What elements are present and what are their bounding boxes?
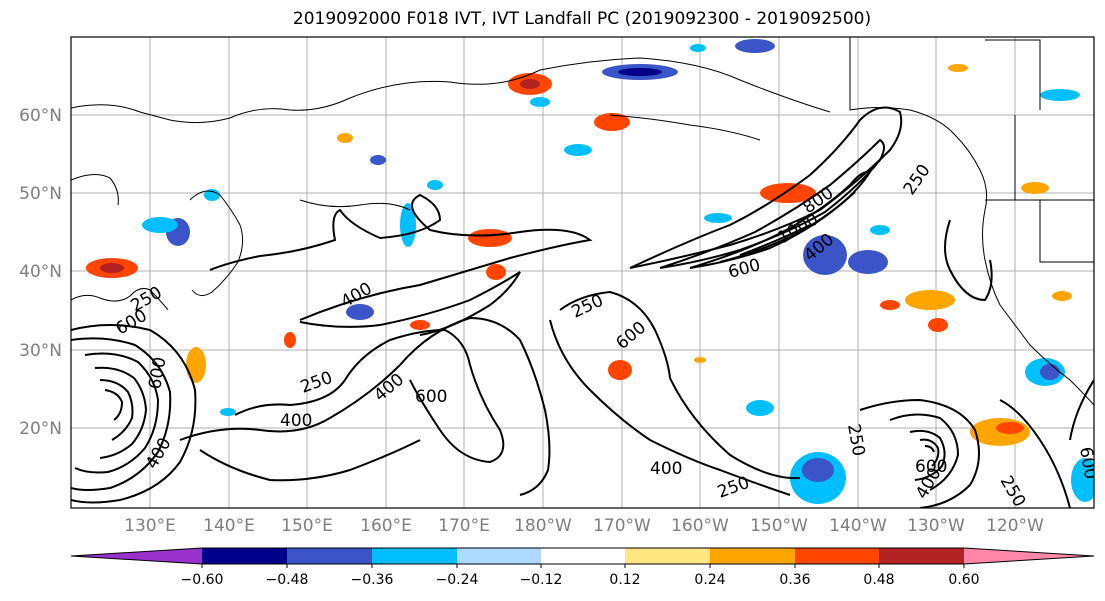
lon-label: 140°W	[829, 516, 887, 536]
colorbar-segment	[625, 548, 710, 564]
contour-label: 400	[650, 459, 682, 479]
contour-label: 600	[612, 318, 650, 354]
contour-label: 250	[569, 291, 607, 323]
contour-label: 250	[996, 473, 1030, 511]
lon-label: 120°W	[986, 516, 1044, 536]
colorbar-segment	[202, 548, 287, 564]
lon-label: 150°W	[750, 516, 808, 536]
lon-label: 160°E	[360, 516, 412, 536]
contour-label: 250	[843, 422, 868, 457]
lon-label: 130°E	[124, 516, 176, 536]
lon-label: 170°E	[438, 516, 490, 536]
contour-label: 600	[415, 387, 447, 407]
colorbar: −0.60 −0.48 −0.36 −0.24 −0.12 0.12 0.24 …	[70, 547, 1095, 588]
lon-label: 150°E	[281, 516, 333, 536]
contour-labels: 250 400 600 800 1000 250 400 600 250 400…	[113, 161, 1100, 511]
colorbar-tick-label: −0.24	[436, 572, 479, 588]
contour-label: 600	[1075, 445, 1100, 480]
anomaly-shading	[86, 39, 1094, 504]
lon-label: 130°W	[907, 516, 965, 536]
colorbar-segment	[710, 548, 795, 564]
colorbar-segment	[457, 548, 541, 564]
longitude-labels: 130°E 140°E 150°E 160°E 170°E 180°W 170°…	[124, 516, 1044, 536]
lat-label: 60°N	[19, 106, 62, 126]
contour-label: 250	[715, 473, 752, 503]
lon-label: 180°W	[514, 516, 572, 536]
colorbar-segment	[287, 548, 372, 564]
colorbar-tick-label: −0.48	[266, 572, 309, 588]
colorbar-tick-label: 0.60	[948, 572, 979, 588]
colorbar-tick-label: 0.36	[779, 572, 810, 588]
coastlines	[71, 57, 1094, 406]
colorbar-tick-label: −0.12	[520, 572, 563, 588]
plot-frame	[70, 36, 1095, 509]
colorbar-tick-label: 0.48	[863, 572, 894, 588]
contour-label: 400	[142, 434, 176, 472]
colorbar-segment	[879, 548, 964, 564]
map-title: 2019092000 F018 IVT, IVT Landfall PC (20…	[292, 9, 872, 29]
colorbar-segment	[795, 548, 879, 564]
colorbar-segment	[372, 548, 457, 564]
colorbar-tick-label: 0.24	[694, 572, 725, 588]
latitude-labels: 60°N 50°N 40°N 30°N 20°N	[19, 106, 62, 439]
contour-label: 400	[370, 370, 408, 406]
lon-label: 160°W	[671, 516, 729, 536]
contour-label: 600	[915, 457, 947, 477]
borders	[849, 37, 1094, 263]
contour-label: 400	[280, 411, 312, 431]
lat-label: 20°N	[19, 419, 62, 439]
ivt-contours	[71, 106, 1094, 508]
lat-label: 40°N	[19, 262, 62, 282]
lat-label: 30°N	[19, 341, 62, 361]
colorbar-tick-label: 0.12	[609, 572, 640, 588]
colorbar-tick-label: −0.60	[181, 572, 224, 588]
colorbar-ticks	[201, 564, 965, 568]
lat-label: 50°N	[19, 184, 62, 204]
colorbar-max-extend	[964, 548, 1094, 564]
colorbar-segment	[541, 548, 625, 564]
contour-label: 600	[145, 355, 170, 390]
lon-label: 140°E	[203, 516, 255, 536]
colorbar-tick-label: −0.36	[351, 572, 394, 588]
lon-label: 170°W	[593, 516, 651, 536]
colorbar-min-extend	[71, 548, 202, 564]
